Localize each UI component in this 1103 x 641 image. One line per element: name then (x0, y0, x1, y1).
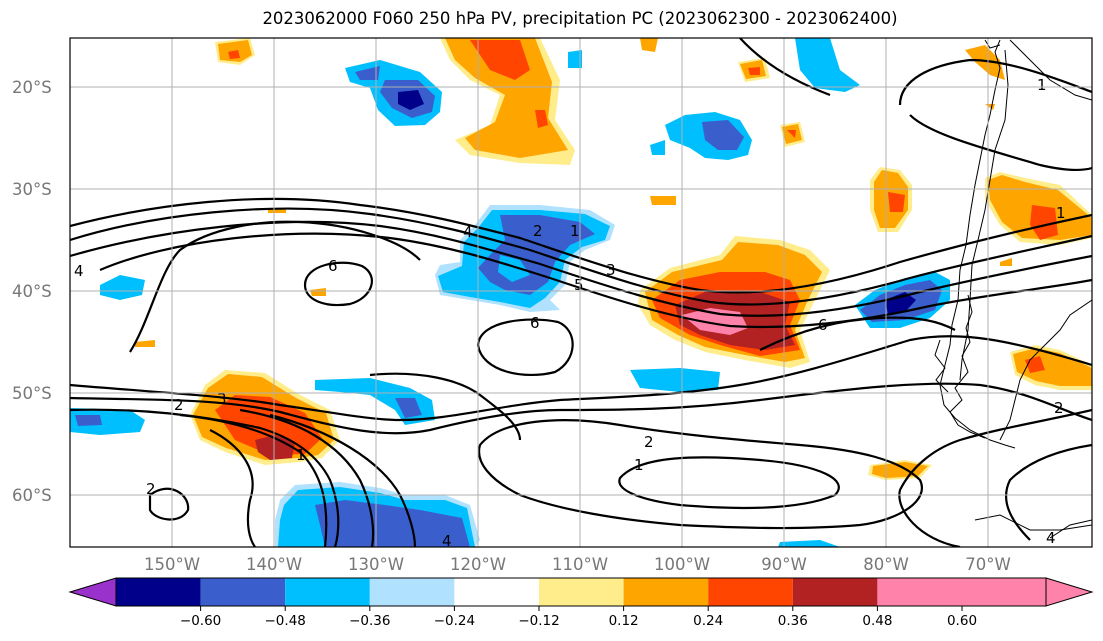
colorbar-swatch (539, 578, 624, 606)
lat-label: 30°S (12, 180, 52, 199)
colorbar-swatch (708, 578, 793, 606)
lat-label: 60°S (12, 486, 52, 505)
precip-negative-shading (70, 38, 950, 547)
colorbar-ticks (200, 606, 963, 611)
longitude-labels: 150°W 140°W 130°W 120°W 110°W 100°W 90°W… (144, 555, 1011, 574)
contour-label: 4 (1046, 529, 1056, 547)
lon-label: 130°W (348, 555, 404, 574)
colorbar-tick-label: 0.36 (778, 613, 808, 629)
contour-label: 2 (146, 480, 156, 498)
lon-label: 110°W (552, 555, 608, 574)
colorbar-tick-label: 0.12 (609, 613, 639, 629)
lon-label: 70°W (965, 555, 1011, 574)
contour-label: 3 (217, 390, 227, 408)
contour-label: 1 (1037, 76, 1047, 94)
contour-label: 5 (574, 276, 584, 294)
contour-label: 1 (634, 456, 644, 474)
colorbar-extend-low (68, 577, 117, 607)
contour-label: 1 (570, 222, 580, 240)
precip-positive-shading (135, 38, 1092, 480)
colorbar-extend-high (1045, 577, 1094, 607)
contour-labels: 4 2 1 3 5 6 6 6 4 2 3 1 2 2 1 2 1 1 4 4 (74, 76, 1066, 550)
graticule (70, 38, 1092, 547)
contour-label: 6 (818, 316, 828, 334)
colorbar-swatch (792, 578, 878, 606)
contour-label: 1 (296, 446, 306, 464)
lat-label: 40°S (12, 282, 52, 301)
colorbar-tick-label: −0.48 (265, 613, 306, 629)
colorbar-tick-label: 0.24 (693, 613, 723, 629)
contour-label: 6 (328, 257, 338, 275)
lat-label: 50°S (12, 384, 52, 403)
contour-label: 4 (463, 223, 473, 241)
colorbar-tick-label: 0.60 (947, 613, 977, 629)
contour-label: 6 (530, 314, 540, 332)
colorbar-swatch (200, 578, 286, 606)
lat-label: 20°S (12, 78, 52, 97)
latitude-labels: 20°S 30°S 40°S 50°S 60°S (12, 78, 52, 505)
lon-label: 100°W (654, 555, 710, 574)
contour-label: 2 (1054, 399, 1064, 417)
colorbar: −0.60 −0.48 −0.36 −0.24 −0.12 0.12 0.24 … (68, 577, 1094, 629)
colorbar-outline (115, 577, 1047, 607)
lon-label: 90°W (761, 555, 807, 574)
colorbar-tick-label: 0.48 (862, 613, 892, 629)
contour-label: 2 (533, 222, 543, 240)
colorbar-swatch (877, 578, 962, 606)
contour-label: 2 (644, 433, 654, 451)
colorbar-swatch (454, 578, 539, 606)
contour-label: 4 (74, 262, 84, 280)
colorbar-tick-label: −0.12 (518, 613, 559, 629)
colorbar-tick-label: −0.36 (349, 613, 390, 629)
colorbar-tick-label: −0.24 (434, 613, 475, 629)
lon-label: 120°W (450, 555, 506, 574)
colorbar-swatch (369, 578, 455, 606)
contour-label: 3 (606, 261, 616, 279)
map-frame (69, 37, 1093, 548)
colorbar-tick-label: −0.60 (180, 613, 221, 629)
colorbar-swatch (285, 578, 370, 606)
map-title: 2023062000 F060 250 hPa PV, precipitatio… (262, 9, 898, 28)
colorbar-swatch (116, 578, 201, 606)
lon-label: 150°W (144, 555, 200, 574)
contour-label: 1 (1056, 204, 1066, 222)
coastline (934, 39, 1092, 539)
lon-label: 140°W (246, 555, 302, 574)
colorbar-swatch (623, 578, 709, 606)
colorbar-swatch (962, 578, 1046, 606)
contour-label: 4 (442, 532, 452, 550)
contour-label: 2 (174, 396, 184, 414)
lon-label: 80°W (863, 555, 909, 574)
pv-contours (70, 38, 1092, 547)
